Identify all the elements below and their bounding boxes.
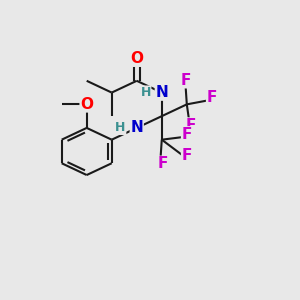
Text: N: N [155,85,168,100]
Text: F: F [180,73,190,88]
Text: F: F [182,127,192,142]
Text: O: O [80,97,93,112]
Text: F: F [207,90,217,105]
Text: F: F [186,118,196,133]
Text: F: F [158,156,168,171]
Text: O: O [130,51,143,66]
Text: F: F [182,148,192,163]
Text: H: H [140,86,151,99]
Text: H: H [116,122,126,134]
Text: N: N [130,120,143,135]
